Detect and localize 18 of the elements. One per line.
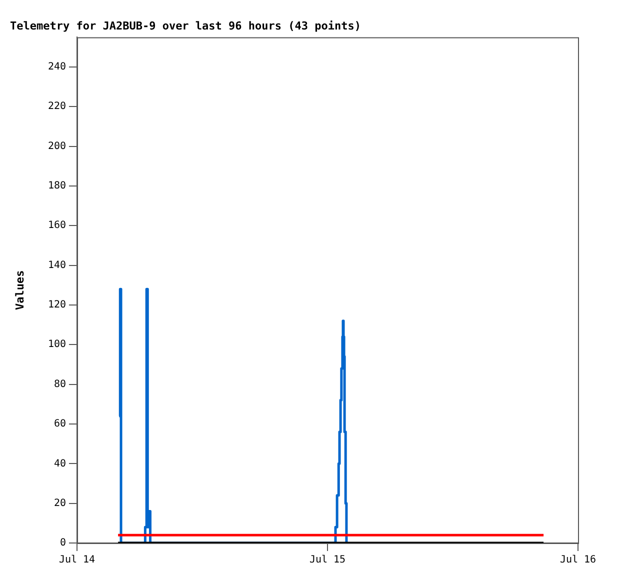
y-tick-label: 220 <box>48 101 66 112</box>
y-tick-label: 0 <box>60 538 66 549</box>
y-tick-label: 120 <box>48 300 66 311</box>
x-tick-label: Jul 14 <box>58 554 96 566</box>
x-tick-label: Jul 15 <box>309 554 346 566</box>
y-tick-label: 20 <box>54 498 66 509</box>
y-tick-label: 160 <box>48 220 66 232</box>
y-tick-label: 200 <box>48 140 66 152</box>
y-axis-title: Values <box>13 270 26 310</box>
y-tick-label: 80 <box>54 378 66 390</box>
y-tick-label: 240 <box>48 62 66 73</box>
x-tick-label: Jul 16 <box>560 554 596 566</box>
chart-title: Telemetry for JA2BUB-9 over last 96 hours (43 points) <box>10 19 361 32</box>
y-tick-label: 40 <box>54 458 66 470</box>
y-tick-label: 180 <box>48 180 66 192</box>
y-tick-label: 140 <box>48 260 66 271</box>
y-tick-label: 100 <box>48 339 66 350</box>
y-tick-label: 60 <box>54 418 66 430</box>
